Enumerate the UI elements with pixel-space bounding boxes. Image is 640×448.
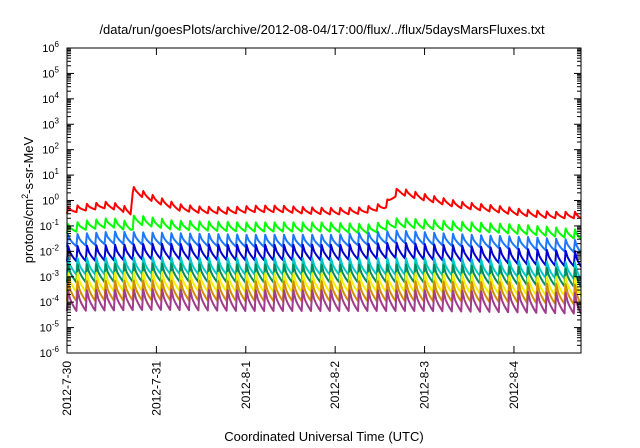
y-tick-label: 104 [42,91,59,106]
series-line-8 [66,288,582,315]
x-tick-label: 2012-8-3 [418,361,432,409]
y-tick-exp: -5 [52,320,60,329]
y-tick-exp: 5 [55,65,60,74]
y-tick-exp: -3 [52,269,60,278]
y-tick-label: 103 [42,116,59,131]
y-tick-base: 10 [40,323,52,335]
x-tick-label: 2012-8-1 [239,361,253,409]
y-tick-exp: 3 [55,116,60,125]
y-tick-label: 10-1 [40,218,60,233]
y-tick-label: 106 [42,40,59,55]
y-tick-base: 10 [42,68,54,80]
y-tick-label: 10-6 [40,345,60,360]
y-tick-exp: -2 [52,243,60,252]
y-tick-label: 102 [42,142,59,157]
series-line-0 [66,186,582,220]
y-tick-label: 101 [42,167,59,182]
y-tick-base: 10 [42,94,54,106]
series-line-4 [66,256,582,280]
y-tick-exp: -4 [52,294,60,303]
x-tick-label: 2012-7-31 [149,361,163,416]
series-line-2 [66,229,582,254]
series-line-7 [66,279,582,306]
y-tick-exp: 6 [55,40,60,49]
series-line-5 [66,262,582,288]
y-axis-label-sup: 2 [20,194,30,199]
y-axis-label: protons/cm2-s-sr-MeV [20,136,36,263]
y-tick-label: 10-5 [40,320,60,335]
y-axis-label-prefix: protons/cm [21,199,36,263]
y-tick-exp: 1 [55,167,60,176]
y-tick-label: 10-3 [40,269,60,284]
x-tick-label: 2012-8-4 [507,361,521,409]
y-tick-base: 10 [42,170,54,182]
series-line-6 [66,271,582,298]
y-tick-base: 10 [42,145,54,157]
y-tick-base: 10 [40,297,52,309]
y-tick-label: 105 [42,65,59,80]
x-axis-label: Coordinated Universal Time (UTC) [224,429,423,444]
y-tick-exp: 2 [55,142,60,151]
x-axis-ticks: 2012-7-30 2012-7-31 2012-8-1 2012-8-2 2012-8… [60,48,521,416]
y-tick-label: 10-4 [40,294,60,309]
series-line-3 [66,241,582,268]
y-tick-base: 10 [42,119,54,131]
x-tick-label: 2012-8-2 [328,361,342,409]
y-tick-base: 10 [42,43,54,55]
y-tick-exp: -6 [52,345,60,354]
y-tick-exp: -1 [52,218,60,227]
y-tick-base: 10 [40,246,52,258]
y-tick-label: 100 [42,193,59,208]
y-tick-exp: 4 [55,91,60,100]
y-tick-base: 10 [40,221,52,233]
y-tick-exp: 0 [55,193,60,202]
chart-title: /data/run/goesPlots/archive/2012-08-04/1… [99,22,545,37]
y-tick-base: 10 [42,196,54,208]
plot-frame [66,47,582,354]
series-layer [66,186,582,315]
y-tick-base: 10 [40,272,52,284]
y-axis-label-suffix: -s-sr-MeV [21,136,36,193]
x-tick-label: 2012-7-30 [60,361,74,416]
series-line-1 [66,214,582,240]
y-tick-label: 10-2 [40,243,60,258]
y-axis-ticks: 10610510410310210110010-110-210-310-410-… [40,40,581,360]
y-tick-base: 10 [40,348,52,360]
